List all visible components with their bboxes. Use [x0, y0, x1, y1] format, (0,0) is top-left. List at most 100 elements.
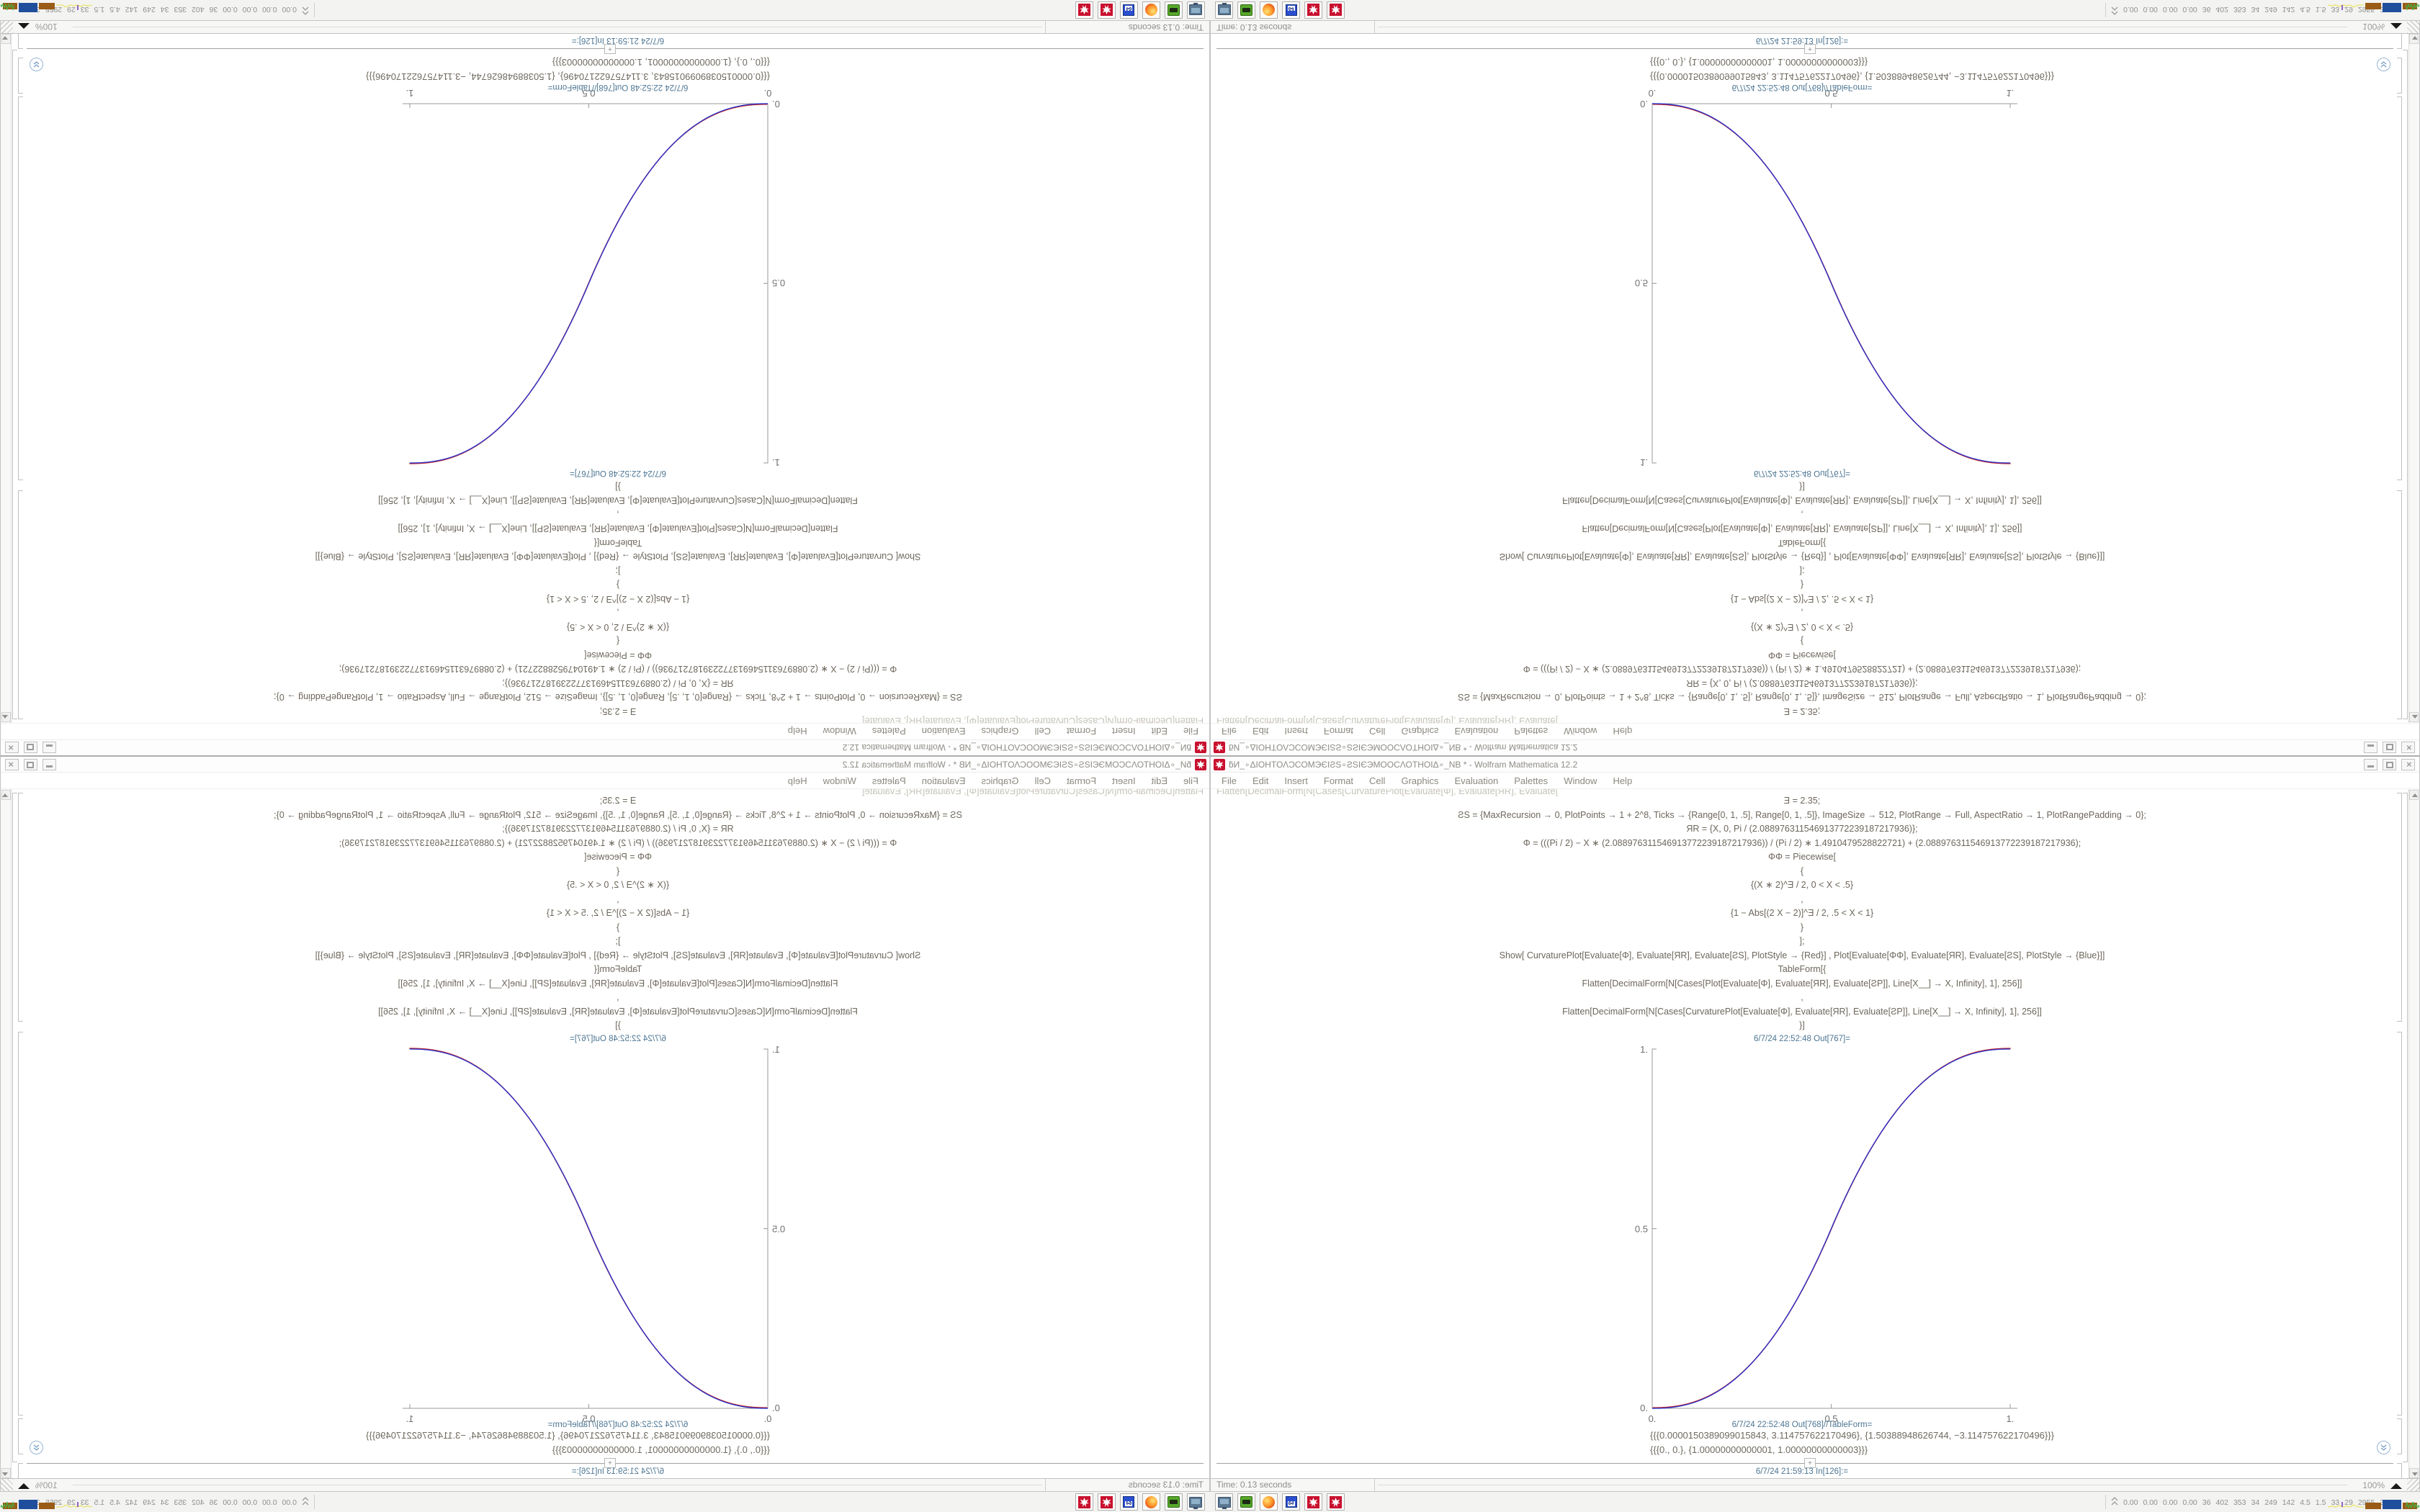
taskbar-button-gpu-monitor[interactable] — [1237, 1493, 1255, 1511]
taskbar-button-gpu-monitor[interactable] — [1237, 1, 1255, 19]
input-cell-bracket[interactable] — [2397, 490, 2402, 719]
menu-item[interactable]: File — [1222, 726, 1237, 737]
new-cell-bracket[interactable] — [18, 33, 23, 49]
code-line[interactable]: { — [1800, 865, 1804, 876]
menu-item[interactable]: Insert — [1284, 775, 1308, 786]
resize-grip[interactable] — [2407, 21, 2419, 33]
menu-item[interactable]: Window — [823, 775, 856, 786]
scroll-up-button[interactable] — [1, 712, 11, 722]
taskbar-button-mathematica-1[interactable] — [1098, 1493, 1116, 1511]
taskbar-button-firefox[interactable] — [1260, 1, 1278, 19]
new-cell-bracket[interactable] — [2397, 1463, 2402, 1479]
taskbar-button-mathematica-2[interactable] — [1327, 1, 1345, 19]
code-line[interactable]: { — [616, 865, 620, 876]
plot-cell-bracket[interactable] — [18, 1032, 23, 1416]
taskbar-button-display-settings[interactable] — [1215, 1493, 1233, 1511]
menu-item[interactable]: Palettes — [871, 775, 906, 786]
window-titlebar[interactable]: ƃИ_∘ΔΙΟΗΤΟΛƆCOMЭЄΙƧS∘ƧSΙЄЭΜΟΟCΛΟΤΗΟΙΔ∘_N… — [1, 757, 1209, 773]
menu-item[interactable]: Format — [1066, 775, 1097, 786]
minimize-button[interactable] — [42, 759, 56, 770]
code-line[interactable]: } — [616, 922, 620, 932]
notebook-area[interactable]: Flatten[DecimalForm[N[Cases[CurvaturePlo… — [1211, 789, 2419, 1479]
menu-item[interactable]: Help — [1613, 775, 1633, 786]
menu-item[interactable]: Palettes — [1514, 726, 1549, 737]
taskbar-button-mathematica-1[interactable] — [1304, 1, 1322, 19]
menu-item[interactable]: File — [1183, 726, 1198, 737]
menu-item[interactable]: Cell — [1034, 726, 1051, 737]
code-line[interactable]: TableForm[{ — [1778, 964, 1827, 974]
taskbar-button-disk64[interactable]: 64 — [1120, 1493, 1138, 1511]
maximize-button[interactable] — [24, 759, 37, 770]
code-line[interactable]: ЯR = {X, 0, Pi / (2.08897631154691377223… — [502, 678, 734, 688]
menu-item[interactable]: Format — [1323, 775, 1354, 786]
code-line[interactable]: } — [1800, 580, 1804, 590]
code-line[interactable]: ƧS = {MaxRecursion → 0, PlotPoints → 1 +… — [274, 692, 962, 703]
code-line[interactable]: ]; — [615, 566, 621, 576]
new-cell-bracket[interactable] — [2397, 33, 2402, 49]
code-line[interactable]: Ǝ = 2.35; — [1783, 796, 1821, 806]
code-line[interactable]: , — [617, 510, 619, 520]
menu-item[interactable]: File — [1183, 775, 1198, 786]
code-line[interactable]: Flatten[DecimalForm[N[Cases[CurvaturePlo… — [378, 495, 858, 506]
notebook-area[interactable]: Flatten[DecimalForm[N[Cases[CurvaturePlo… — [1, 33, 1209, 723]
taskbar-button-display-settings[interactable] — [1187, 1493, 1205, 1511]
code-line[interactable]: }] — [615, 1020, 621, 1030]
minimize-button[interactable] — [2364, 759, 2378, 770]
scroll-down-button[interactable] — [1, 1468, 11, 1478]
taskbar-button-firefox[interactable] — [1142, 1, 1160, 19]
code-line[interactable]: Flatten[DecimalForm[N[Cases[CurvaturePlo… — [1562, 495, 2042, 506]
taskbar-button-mathematica-2[interactable] — [1327, 1493, 1345, 1511]
cell-group-bracket[interactable] — [2403, 793, 2408, 1462]
code-line[interactable]: Ǝ = 2.35; — [1783, 706, 1821, 716]
taskbar-button-firefox[interactable] — [1142, 1493, 1160, 1511]
code-line[interactable]: ЯR = {X, 0, Pi / (2.08897631154691377223… — [1686, 678, 1918, 688]
code-line[interactable]: }] — [1799, 482, 1805, 492]
code-line[interactable]: Show[ CurvaturePlot[Evaluate[Φ], Evaluat… — [315, 950, 921, 960]
code-line[interactable]: Show[ CurvaturePlot[Evaluate[Φ], Evaluat… — [315, 552, 921, 562]
maximize-button[interactable] — [2383, 742, 2396, 753]
code-line[interactable]: {(X ∗ 2)^Ǝ / 2, 0 < X < .5} — [566, 880, 670, 890]
vertical-scrollbar[interactable] — [2408, 33, 2419, 723]
code-line[interactable]: } — [616, 580, 620, 590]
input-cell[interactable]: Ǝ = 2.35; ƧS = {MaxRecursion → 0, PlotPoi… — [27, 794, 1209, 1033]
insert-cell-plus-button[interactable]: + — [1804, 1458, 1816, 1468]
menu-item[interactable]: Insert — [1112, 775, 1136, 786]
code-line[interactable]: TableForm[{ — [1778, 538, 1827, 548]
cell-group-bracket[interactable] — [12, 50, 17, 719]
code-line[interactable]: }] — [1799, 1020, 1805, 1030]
vertical-scrollbar[interactable] — [2408, 789, 2419, 1479]
menu-item[interactable]: Edit — [1151, 726, 1168, 737]
code-line[interactable]: , — [617, 608, 619, 618]
expand-cells-button[interactable] — [2377, 1441, 2390, 1454]
scroll-up-button[interactable] — [2409, 790, 2419, 800]
resize-grip[interactable] — [1, 1479, 13, 1491]
code-line[interactable]: Φ = (((Pi / 2) − X ∗ (2.0889763115469137… — [1523, 664, 2081, 675]
magnification-menu-icon[interactable] — [18, 23, 30, 29]
code-line[interactable]: {1 − Abs[(2 X − 2)]^Ǝ / 2, .5 < X < 1} — [1730, 908, 1874, 918]
menu-item[interactable]: Format — [1066, 726, 1097, 737]
code-line[interactable]: { — [616, 636, 620, 647]
menu-item[interactable]: Graphics — [1401, 726, 1439, 737]
table-cell-bracket[interactable] — [18, 1418, 23, 1454]
table-cell-bracket[interactable] — [2397, 58, 2402, 94]
code-line[interactable]: ΦΦ = Piecewise[ — [584, 852, 652, 862]
code-line[interactable]: Flatten[DecimalForm[N[Cases[Plot[Evaluat… — [1582, 523, 2022, 534]
output-plot[interactable]: 1. 0.5 0.0. 0.5 1. — [392, 1039, 795, 1431]
table-cell-bracket[interactable] — [2397, 1418, 2402, 1454]
window-titlebar[interactable]: ƃИ_∘ΔΙΟΗΤΟΛƆCOMЭЄΙƧS∘ƧSΙЄЭΜΟΟCΛΟΤΗΟΙΔ∘_N… — [1211, 757, 2419, 773]
close-button[interactable]: × — [5, 759, 19, 770]
code-line[interactable]: {(X ∗ 2)^Ǝ / 2, 0 < X < .5} — [1750, 622, 1854, 632]
code-line[interactable]: Flatten[DecimalForm[N[Cases[Plot[Evaluat… — [398, 523, 838, 534]
new-cell-bracket[interactable] — [18, 1463, 23, 1479]
scroll-up-button[interactable] — [2409, 712, 2419, 722]
code-line[interactable]: ƧS = {MaxRecursion → 0, PlotPoints → 1 +… — [274, 809, 962, 820]
maximize-button[interactable] — [24, 742, 37, 753]
menu-item[interactable]: Insert — [1284, 726, 1308, 737]
code-line[interactable]: ]; — [1799, 566, 1805, 576]
scroll-down-button[interactable] — [2409, 1468, 2419, 1478]
code-line[interactable]: Show[ CurvaturePlot[Evaluate[Φ], Evaluat… — [1499, 950, 2105, 960]
menu-item[interactable]: Help — [1613, 726, 1633, 737]
magnification-menu-icon[interactable] — [2390, 23, 2402, 29]
taskbar-button-display-settings[interactable] — [1215, 1, 1233, 19]
menu-item[interactable]: Cell — [1369, 726, 1386, 737]
